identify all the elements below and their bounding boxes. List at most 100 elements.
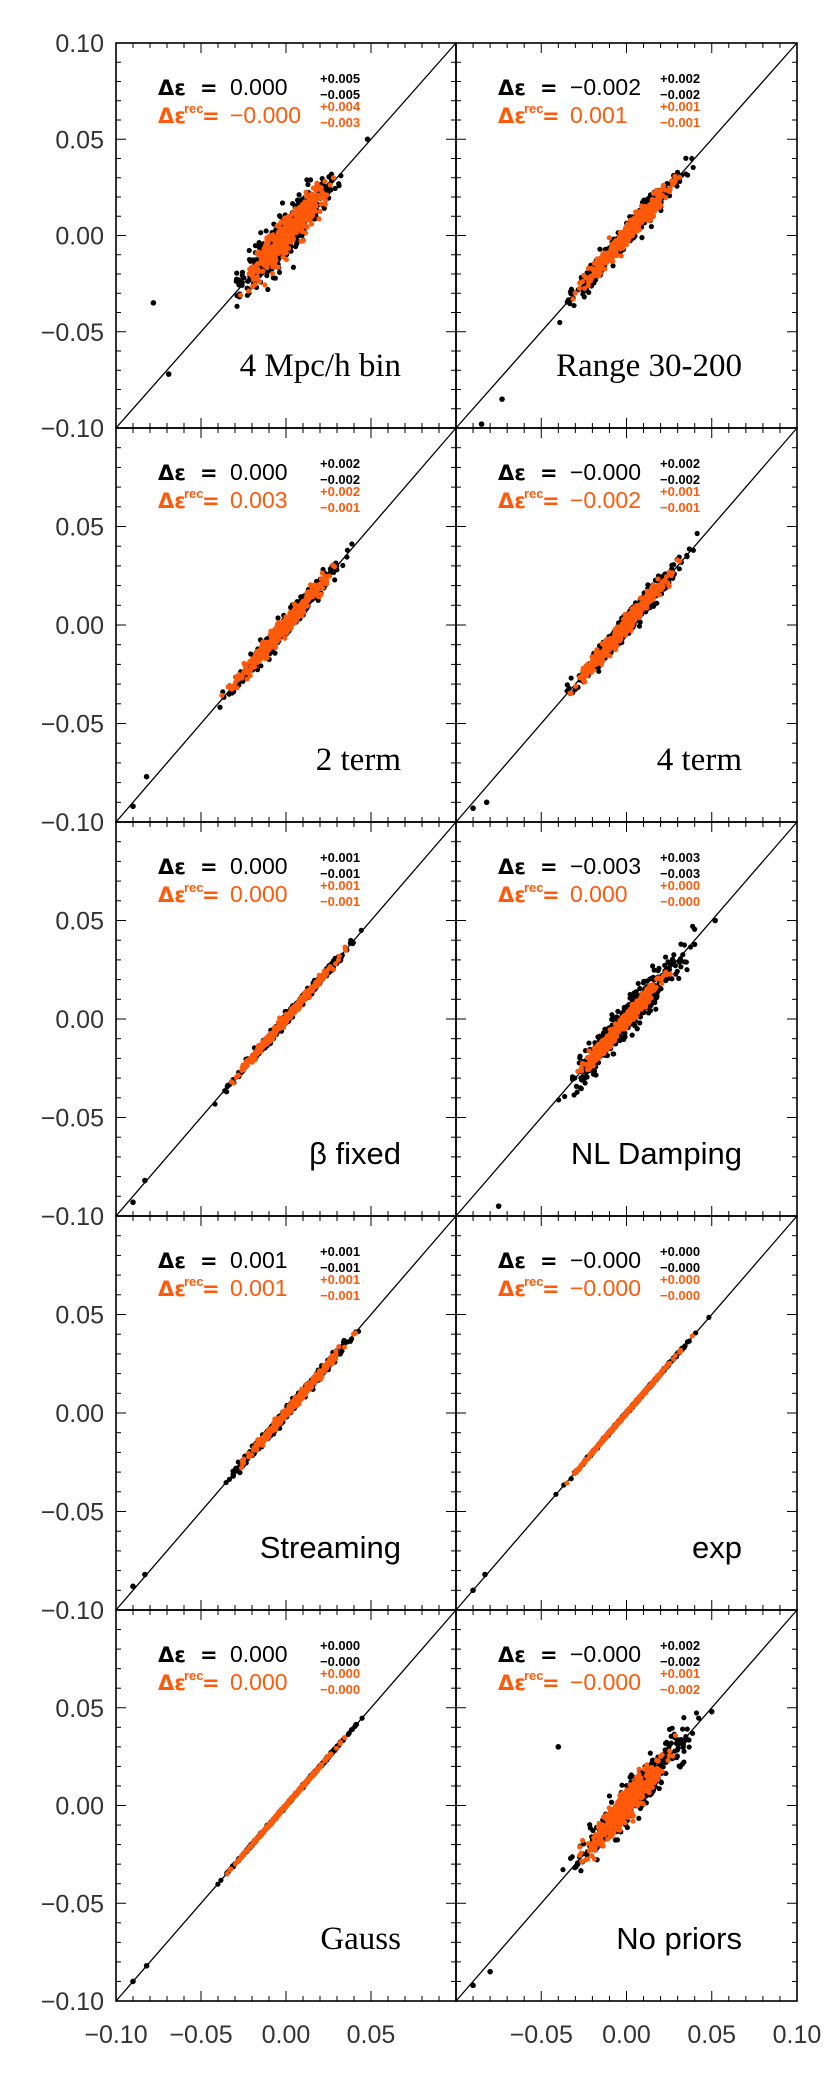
black-point: [217, 704, 223, 710]
orange-point: [343, 947, 349, 953]
orange-point: [267, 256, 273, 262]
black-point: [296, 192, 302, 198]
orange-point: [650, 200, 656, 206]
orange-point: [317, 208, 323, 214]
orange-point: [290, 210, 296, 216]
black-point: [344, 547, 350, 553]
black-point-outlier: [165, 371, 172, 377]
orange-point: [314, 185, 320, 191]
black-point: [212, 1101, 218, 1107]
orange-point: [327, 182, 333, 188]
orange-point: [618, 253, 624, 259]
orange-point: [576, 674, 583, 680]
orange-point: [237, 292, 244, 298]
orange-point: [272, 264, 278, 270]
orange-point: [319, 570, 325, 576]
black-point: [265, 286, 271, 293]
orange-point: [282, 635, 288, 641]
orange-point: [606, 643, 612, 649]
black-point: [674, 169, 681, 175]
orange-point: [330, 562, 336, 568]
black-point: [349, 541, 355, 547]
orange-point: [302, 211, 308, 217]
orange-point: [260, 653, 266, 660]
orange-point: [318, 195, 324, 201]
orange-point: [655, 576, 661, 582]
black-point: [332, 185, 338, 192]
orange-point: [597, 255, 603, 262]
orange-point: [322, 201, 328, 207]
black-point: [226, 691, 232, 697]
orange-point: [621, 229, 627, 235]
orange-point: [313, 588, 320, 594]
orange-point: [307, 994, 313, 1000]
black-point: [596, 668, 602, 674]
orange-point: [289, 230, 295, 236]
orange-point: [330, 175, 337, 181]
panel-1-points: [150, 136, 371, 377]
orange-point: [657, 193, 664, 200]
black-point-outlier: [150, 300, 157, 306]
black-point: [685, 172, 691, 178]
black-point: [566, 685, 572, 691]
orange-point: [254, 655, 260, 661]
orange-point: [255, 266, 261, 272]
orange-point: [271, 636, 277, 642]
orange-point: [650, 582, 656, 588]
orange-point: [602, 266, 608, 272]
orange-point: [300, 996, 307, 1002]
black-point: [689, 155, 695, 162]
black-point: [276, 269, 283, 275]
orange-point: [268, 236, 274, 242]
black-point: [678, 941, 684, 947]
black-point: [690, 164, 696, 171]
orange-point: [303, 189, 309, 195]
orange-point: [281, 220, 288, 227]
orange-point: [250, 664, 256, 670]
black-point-outlier: [470, 805, 476, 812]
black-point: [683, 155, 689, 161]
orange-point: [630, 225, 637, 231]
black-point-outlier: [130, 1199, 136, 1206]
black-point: [597, 246, 603, 252]
black-point: [338, 173, 344, 179]
black-point: [694, 530, 700, 537]
black-point: [222, 1088, 228, 1094]
black-point-outlier: [499, 396, 505, 402]
panel-3-points: [130, 541, 355, 810]
black-point: [690, 547, 696, 553]
black-point: [676, 566, 682, 572]
black-point: [686, 546, 692, 552]
orange-point: [660, 182, 667, 188]
black-point: [277, 213, 283, 219]
orange-point: [582, 274, 589, 280]
black-point: [290, 201, 296, 207]
orange-point: [658, 202, 664, 208]
orange-point: [304, 201, 310, 207]
orange-point: [241, 669, 247, 675]
orange-point: [628, 627, 634, 634]
orange-point: [300, 598, 306, 605]
orange-point: [656, 592, 663, 598]
orange-point: [281, 626, 287, 632]
orange-point: [280, 254, 286, 260]
orange-point: [640, 212, 646, 218]
orange-point: [645, 209, 651, 215]
black-point: [234, 270, 240, 276]
orange-point: [288, 1006, 295, 1012]
orange-point: [627, 217, 634, 223]
orange-point: [308, 221, 315, 227]
orange-point: [625, 237, 632, 244]
orange-point: [622, 611, 628, 618]
orange-point: [622, 632, 629, 638]
black-point: [239, 272, 245, 279]
orange-point: [634, 215, 640, 221]
orange-point: [606, 235, 612, 241]
orange-point: [319, 585, 326, 591]
black-point: [294, 197, 301, 203]
orange-point: [294, 223, 301, 229]
black-point: [565, 297, 571, 303]
orange-point: [304, 593, 310, 599]
orange-point: [639, 600, 645, 606]
orange-point: [250, 1053, 256, 1059]
